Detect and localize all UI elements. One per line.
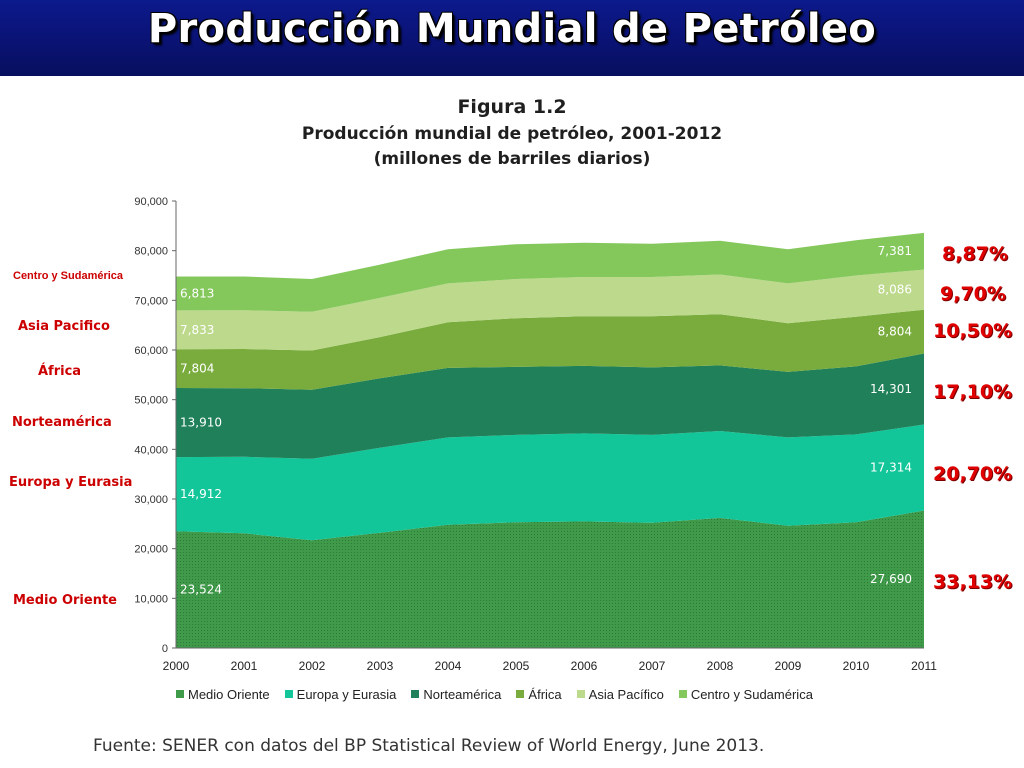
figure-source: Fuente: SENER con datos del BP Statistic… — [93, 736, 765, 756]
legend-item: África — [516, 686, 562, 702]
legend-label: Norteamérica — [423, 686, 502, 702]
data-label: 27,690 — [870, 572, 912, 586]
legend-label: Europa y Eurasia — [296, 686, 397, 702]
y-tick-label: 50,000 — [134, 395, 168, 407]
pct-africa: 10,50% — [933, 320, 1013, 342]
y-tick-label: 80,000 — [134, 246, 168, 258]
x-tick-label: 2003 — [367, 659, 394, 673]
data-label: 23,524 — [180, 583, 222, 597]
x-tick-label: 2006 — [571, 659, 598, 673]
pct-norteamerica: 17,10% — [933, 381, 1013, 403]
area-series-5 — [176, 232, 924, 312]
x-tick-label: 2001 — [231, 659, 258, 673]
legend-swatch — [284, 690, 293, 698]
chart-legend: Medio Oriente Europa y Eurasia Norteaméric… — [176, 683, 828, 703]
y-tick-label: 60,000 — [134, 345, 168, 357]
data-label: 7,804 — [180, 362, 214, 376]
area-series-3 — [176, 309, 924, 390]
x-tick-label: 2005 — [503, 659, 530, 673]
data-label: 14,912 — [180, 487, 222, 501]
pct-asia-pacifico: 9,70% — [940, 283, 1006, 305]
legend-label: Asia Pacífico — [588, 686, 664, 702]
figure-units: (millones de barriles diarios) — [373, 149, 651, 169]
legend-swatch — [516, 690, 525, 698]
data-label: 7,833 — [180, 323, 214, 337]
data-label: 8,804 — [878, 325, 912, 339]
pct-centro-sudamerica: 8,87% — [942, 243, 1008, 265]
legend-item: Centro y Sudamérica — [678, 686, 813, 702]
pct-europa-eurasia: 20,70% — [933, 463, 1013, 485]
x-tick-label: 2010 — [843, 659, 870, 673]
x-tick-label: 2004 — [435, 659, 462, 673]
slide-header: Producción Mundial de Petróleo — [0, 0, 1024, 76]
y-tick-label: 40,000 — [134, 444, 168, 456]
pct-medio-oriente: 33,13% — [933, 571, 1013, 593]
x-tick-label: 2002 — [299, 659, 326, 673]
legend-swatch — [678, 690, 687, 698]
legend-item: Asia Pacífico — [576, 686, 664, 702]
legend-swatch — [411, 690, 420, 698]
area-series-4 — [176, 269, 924, 351]
data-label: 17,314 — [870, 460, 912, 474]
y-tick-label: 0 — [162, 643, 168, 655]
legend-item: Norteamérica — [411, 687, 501, 702]
data-label: 13,910 — [180, 416, 222, 430]
side-label-centro-sudamerica: Centro y Sudamérica — [13, 270, 124, 282]
x-tick-label: 2009 — [775, 659, 802, 673]
slide-title: Producción Mundial de Petróleo — [147, 6, 877, 52]
y-tick-label: 10,000 — [134, 593, 168, 605]
data-label: 8,086 — [878, 283, 912, 297]
area-series-0 — [176, 510, 924, 648]
x-tick-label: 2007 — [639, 659, 666, 673]
y-tick-label: 90,000 — [134, 196, 168, 208]
legend-swatch — [576, 690, 585, 698]
legend-label: Medio Oriente — [188, 686, 270, 702]
area-series-2 — [176, 353, 924, 459]
legend-swatch — [176, 690, 184, 698]
side-label-norteamerica: Norteamérica — [12, 415, 112, 430]
figure-subtitle: Producción mundial de petróleo, 2001-201… — [301, 124, 723, 144]
data-label: 7,381 — [878, 244, 912, 258]
side-label-asia-pacifico: Asia Pacifico — [18, 319, 110, 334]
x-tick-label: 2008 — [707, 659, 734, 673]
data-label: 14,301 — [870, 382, 912, 396]
legend-label: Centro y Sudamérica — [690, 686, 813, 702]
y-tick-label: 30,000 — [134, 494, 168, 506]
x-tick-label: 2011 — [911, 659, 937, 673]
side-label-africa: África — [38, 364, 82, 379]
legend-item: Europa y Eurasia — [284, 686, 397, 702]
side-label-europa-eurasia: Europa y Eurasia — [9, 475, 133, 490]
side-label-medio-oriente: Medio Oriente — [13, 593, 117, 608]
x-tick-label: 2000 — [163, 659, 190, 673]
data-label: 6,813 — [180, 286, 214, 300]
legend-label: África — [528, 686, 562, 702]
y-tick-label: 20,000 — [134, 544, 168, 556]
y-tick-label: 70,000 — [134, 295, 168, 307]
figure-title: Figura 1.2 — [457, 96, 567, 118]
area-series-1 — [176, 424, 924, 541]
legend-item: Medio Oriente — [176, 687, 270, 702]
